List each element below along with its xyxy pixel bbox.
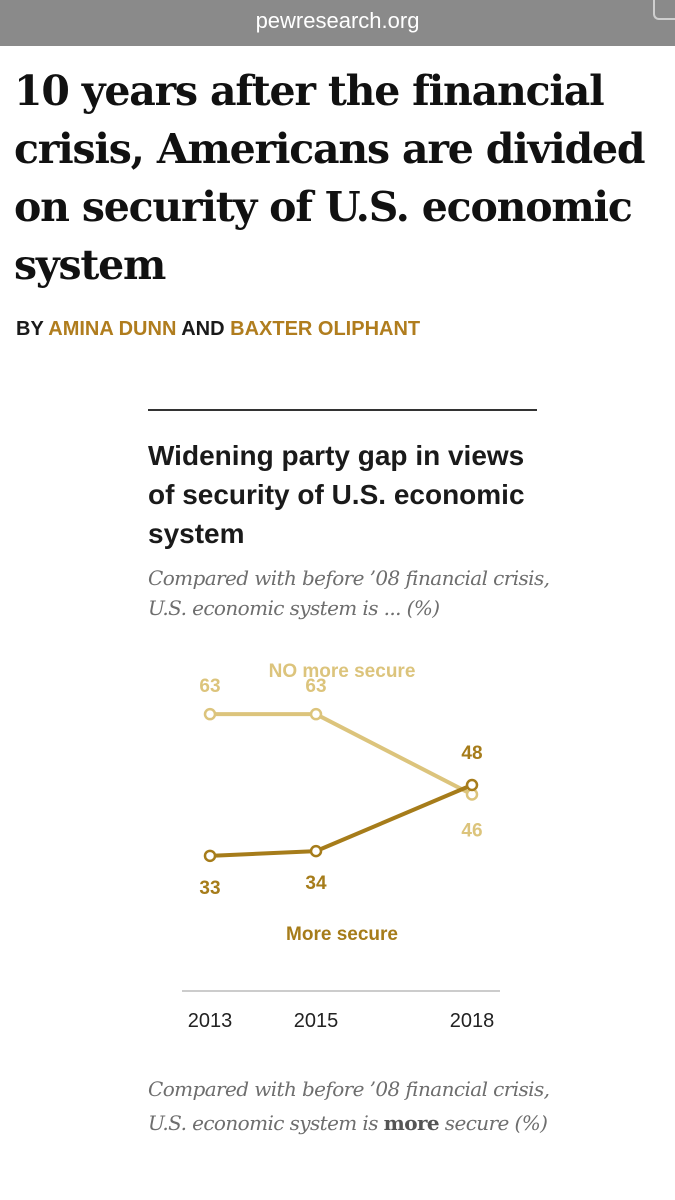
byline: BY AMINA DUNN AND BAXTER OLIPHANT: [16, 318, 420, 341]
data-label-more-secure-2015: 34: [305, 873, 327, 894]
author-link-2[interactable]: BAXTER OLIPHANT: [230, 318, 421, 340]
x-tick-label-2015: 2015: [294, 1010, 339, 1032]
footnote-bold: more: [383, 1111, 440, 1135]
url-text[interactable]: pewresearch.org: [255, 8, 420, 33]
chart-footnote: Compared with before ’08 financial crisi…: [148, 1072, 568, 1140]
footnote-rest: secure (%): [444, 1111, 548, 1135]
series-label-no-more-secure: NO more secure: [269, 661, 416, 682]
data-label-more-secure-2018: 48: [461, 743, 482, 764]
chart-title: Widening party gap in views of security …: [148, 440, 525, 549]
series-line-no-more-secure: [210, 712, 473, 797]
chart-top-rule: [148, 409, 537, 411]
footnote-line1: Compared with before ’08 financial crisi…: [148, 1077, 550, 1135]
author-link-1[interactable]: AMINA DUNN: [48, 318, 177, 340]
data-label-no-more-secure-2015: 63: [305, 676, 326, 697]
data-label-no-more-secure-2013: 63: [199, 676, 220, 697]
data-label-no-more-secure-2018: 46: [461, 820, 482, 841]
data-point-more-secure-2018: [465, 778, 479, 792]
data-point-more-secure-2015: [309, 844, 323, 858]
data-point-no-more-secure-2013: [203, 707, 217, 721]
article-headline: 10 years after the financial crisis, Ame…: [14, 67, 646, 289]
browser-address-bar[interactable]: pewresearch.org: [0, 0, 675, 46]
tab-corner-icon: [653, 0, 675, 20]
series-label-more-secure: More secure: [286, 924, 398, 945]
x-tick-label-2013: 2013: [188, 1010, 233, 1032]
chart-subtitle: Compared with before ’08 financial crisi…: [148, 566, 550, 620]
byline-prefix: BY: [16, 318, 44, 340]
byline-and: AND: [181, 318, 225, 340]
data-point-more-secure-2013: [203, 849, 217, 863]
data-label-more-secure-2013: 33: [199, 878, 220, 899]
x-tick-label-2018: 2018: [450, 1010, 495, 1032]
data-point-no-more-secure-2015: [309, 707, 323, 721]
series-line-more-secure: [209, 783, 473, 858]
line-chart: 63 63 46 33 34 48 NO more secure More secure 201…: [182, 661, 500, 1032]
